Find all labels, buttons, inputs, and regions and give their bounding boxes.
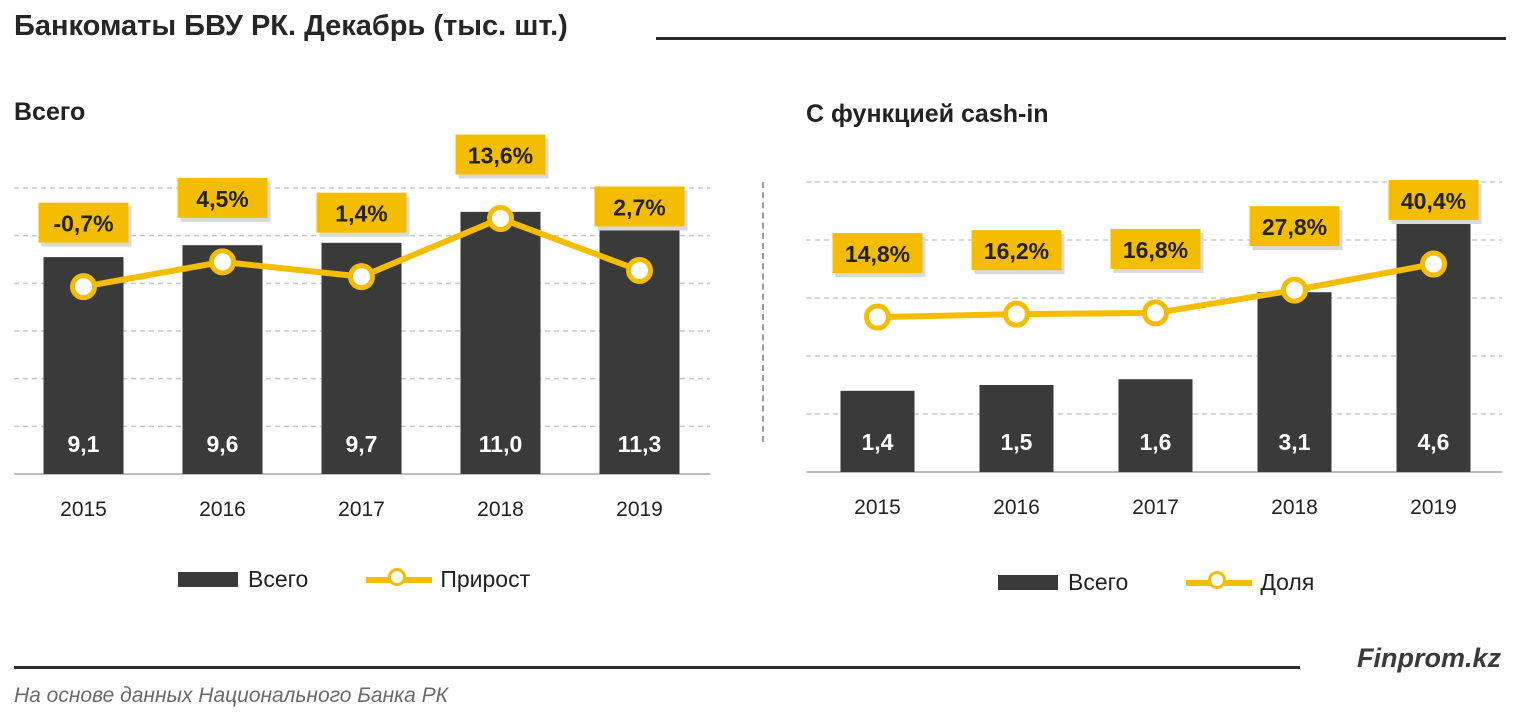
x-tick-label: 2018 (1271, 496, 1318, 519)
line-marker (1003, 300, 1030, 328)
legend-item-total: Всего (178, 566, 308, 593)
line-label-box (1388, 180, 1479, 221)
line-marker (209, 248, 236, 276)
x-tick-label: 2019 (616, 498, 663, 521)
left-chart-subtitle: Всего (14, 98, 86, 126)
bar-2016 (182, 245, 263, 474)
line-value-label: 1,4% (335, 201, 387, 227)
legend-bar-swatch (178, 572, 238, 587)
bar-value-label: 9,6 (207, 431, 239, 457)
line-label-box (1110, 228, 1201, 269)
x-tick-label: 2015 (60, 498, 107, 521)
line-value-label: 13,6% (468, 143, 533, 169)
x-tick-label: 2017 (1132, 496, 1179, 519)
right-chart-subtitle: С функцией cash-in (806, 100, 1049, 128)
line-label-box (594, 186, 685, 227)
bar-2019 (1396, 205, 1471, 472)
title-rule (656, 37, 1506, 40)
line-label-box (832, 233, 923, 274)
x-tick-label: 2016 (993, 496, 1040, 519)
bar-2018 (460, 211, 541, 474)
x-tick-label: 2015 (854, 496, 901, 519)
bar-value-label: 9,1 (68, 431, 100, 457)
line-label-box (971, 230, 1062, 271)
legend-item-total: Всего (998, 569, 1128, 596)
x-tick-label: 2019 (1410, 496, 1457, 519)
legend-line-swatch (1186, 570, 1253, 589)
line-value-label: 16,8% (1123, 237, 1188, 263)
bar-value-label: 9,7 (346, 431, 378, 457)
brand-label: Finprom.kz (1356, 643, 1501, 673)
line-value-label: 27,8% (1262, 214, 1327, 240)
line-value-label: 4,5% (196, 186, 248, 212)
bar-2017 (1118, 379, 1193, 472)
line-value-label: 40,4% (1401, 188, 1466, 214)
line-marker (864, 303, 891, 331)
line-label-box (455, 134, 546, 175)
line-marker (1281, 276, 1308, 304)
line-value-label: -0,7% (53, 211, 113, 237)
footer-rule (14, 666, 1300, 669)
line-label-box (316, 192, 407, 233)
line-label-box (177, 177, 268, 218)
bar-value-label: 1,4 (862, 429, 894, 455)
x-tick-label: 2016 (199, 498, 246, 521)
legend-item-growth: Прирост (366, 566, 530, 593)
bar-2016 (979, 385, 1054, 472)
line-marker (487, 205, 514, 233)
legend-label-total: Всего (1068, 569, 1129, 595)
legend-label-total: Всего (248, 566, 309, 592)
line-marker (348, 263, 375, 291)
bar-value-label: 11,3 (618, 431, 662, 457)
bar-2018 (1257, 292, 1332, 472)
source-note: На основе данных Национального Банка РК (14, 684, 448, 707)
legend-bar-swatch (998, 575, 1058, 590)
line-label-box (1249, 206, 1340, 247)
line-label-box (38, 202, 129, 243)
bar-value-label: 3,1 (1279, 429, 1311, 455)
bar-value-label: 1,5 (1001, 429, 1033, 455)
x-tick-label: 2017 (338, 498, 385, 521)
line-value-label: 2,7% (613, 194, 665, 220)
line-marker (626, 256, 653, 284)
legend-line-swatch (366, 567, 433, 586)
x-tick-label: 2018 (477, 498, 524, 521)
right-chart-svg: 1,4 1,5 1,6 3,1 4,6 2015 2016 2017 2018 2019 14,8%… (806, 180, 1502, 519)
panel-divider (762, 182, 764, 442)
line-value-label: 14,8% (845, 241, 910, 267)
line-marker (70, 273, 97, 301)
right-legend: Всего Доля (998, 569, 1372, 596)
bar-2015 (840, 390, 915, 472)
line-value-label: 16,2% (984, 238, 1049, 264)
bar-2019 (599, 204, 680, 474)
left-chart-svg: 9,1 9,6 9,7 11,0 11,3 2015 2016 2017 2018 2019 -0,… (14, 134, 710, 521)
legend-item-share: Доля (1186, 569, 1314, 596)
legend-label-share: Доля (1260, 569, 1315, 595)
legend-label-growth: Прирост (440, 566, 531, 592)
bar-value-label: 1,6 (1140, 429, 1172, 455)
bar-value-label: 4,6 (1418, 429, 1450, 455)
bar-value-label: 11,0 (479, 431, 523, 457)
right-chart: 1,4 1,5 1,6 3,1 4,6 2015 2016 2017 2018 2019 14,8%… (806, 140, 1506, 540)
line-marker (1420, 250, 1447, 278)
left-chart: 9,1 9,6 9,7 11,0 11,3 2015 2016 2017 2018 2019 -0,… (14, 134, 714, 540)
left-legend: Всего Прирост (178, 566, 588, 593)
chart-title: Банкоматы БВУ РК. Декабрь (тыс. шт.) (14, 10, 568, 42)
line-marker (1142, 299, 1169, 327)
